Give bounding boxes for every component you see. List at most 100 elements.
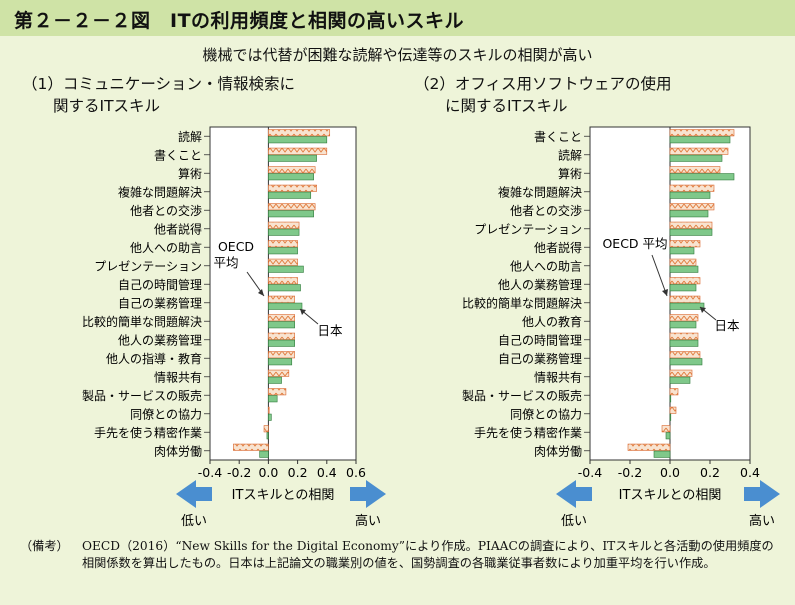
source-note: （備考） OECD（2016）“New Skills for the Digit… [20, 538, 780, 572]
p1-arrow-left-icon [176, 480, 212, 508]
p1-category-label: 比較的簡単な問題解決 [82, 314, 202, 329]
p1-category-label: 複雑な問題解決 [118, 184, 202, 199]
p2-annot-japan-arrowhead [700, 307, 706, 313]
p2-bar-japan [669, 413, 672, 421]
p1-low-label: 低い [181, 514, 207, 529]
p1-high-label: 高い [355, 513, 381, 529]
p2-bar-japan [669, 321, 697, 329]
p1-bar-oecd [268, 277, 298, 285]
p1-bar-japan [268, 154, 317, 162]
p1-bar-japan [268, 228, 300, 236]
p2-category-label: 他者との交渉 [510, 203, 582, 218]
p2-bar-japan [669, 173, 735, 181]
p1-bar-oecd [268, 295, 295, 303]
p2-annot-oecd-pointer [651, 254, 668, 297]
p2-bar-japan [669, 284, 697, 292]
p2-bar-oecd [669, 240, 701, 248]
p2-category-label: 肉体労働 [534, 444, 582, 458]
note-label: （備考） [20, 539, 69, 553]
p1-bar-japan [268, 376, 282, 384]
p1-bar-oecd [268, 240, 298, 248]
p1-category-label: 書くこと [154, 148, 202, 162]
p2-bar-japan [669, 302, 705, 310]
p2-bar-oecd [661, 425, 671, 433]
chart-subtitle: 機械では代替が困難な読解や伝達等のスキルの相関が高い [202, 46, 593, 64]
p1-category-label: 他者説得 [154, 221, 202, 236]
p1-category-label: 他者との交渉 [130, 203, 202, 218]
p1-bar-oecd [268, 332, 295, 340]
p1-bar-oecd [268, 314, 295, 322]
p1-annot-oecd-arrowhead [258, 289, 264, 296]
p1-bar-oecd [233, 443, 269, 451]
p1-bar-japan [259, 450, 269, 458]
p1-bar-oecd [268, 221, 300, 229]
p2-annot-oecd: OECD 平均 [602, 236, 667, 251]
p2-bar-oecd [669, 129, 735, 137]
p1-category-label: 他人への助言 [130, 241, 202, 255]
p1-bar-oecd [268, 147, 328, 155]
p1-annot-japan-arrowhead [300, 309, 306, 315]
panel-1-title: （1）コミュニケーション・情報検索に 関するITスキル [22, 75, 296, 115]
panel-2-title: （2）オフィス用ソフトウェアの使用 に関するITスキル [414, 75, 672, 115]
p2-x-tick-label: 0.0 [660, 465, 680, 480]
p1-category-label: 同僚との協力 [130, 406, 202, 421]
p2-bar-oecd [669, 314, 699, 322]
p2-x-axis-label: ITスキルとの相関 [619, 488, 722, 503]
p2-x-tick-label: 0.2 [700, 465, 720, 480]
p1-annot-oecd-line1: OECD [218, 239, 254, 254]
p2-bar-japan [669, 210, 709, 218]
p1-category-label: 他人の指導・教育 [106, 351, 202, 366]
p2-bar-oecd [669, 277, 701, 285]
p2-bar-japan [669, 247, 695, 255]
p2-annot-oecd-arrowhead [662, 289, 668, 296]
p1-bar-japan [268, 284, 301, 292]
p1-category-label: 自己の時間管理 [118, 277, 202, 292]
p2-bar-japan [669, 339, 699, 347]
p1-category-label: 手先を使う精密作業 [94, 425, 202, 440]
p2-bar-japan [669, 358, 703, 366]
p1-x-tick-label: 0.2 [288, 465, 308, 480]
p2-category-label: 同僚との協力 [510, 406, 582, 421]
p2-bar-japan [669, 228, 713, 236]
p2-bar-japan [669, 265, 699, 273]
p2-category-label: 他人の教育 [522, 314, 582, 329]
p2-high-label: 高い [749, 513, 775, 529]
p2-bar-oecd [669, 147, 729, 155]
title-bar: 第２－２－２図 ITの利用頻度と相関の高いスキル [0, 0, 795, 36]
p2-bar-japan [665, 432, 671, 440]
p2-category-label: 複雑な問題解決 [498, 184, 582, 199]
p1-bar-oecd [268, 388, 287, 396]
p2-bar-oecd [669, 203, 715, 211]
p1-annot-japan: 日本 [317, 323, 343, 338]
p1-plot-area [209, 126, 357, 461]
p2-category-label: 読解 [558, 147, 582, 162]
p1-x-tick-label: 0.0 [258, 465, 278, 480]
p2-x-tick-label: -0.2 [618, 465, 642, 480]
p1-x-axis-label: ITスキルとの相関 [232, 488, 335, 503]
p2-bar-oecd [669, 166, 721, 174]
p2-category-label: 比較的簡単な問題解決 [462, 295, 582, 310]
p2-category-label: 手先を使う精密作業 [474, 425, 582, 440]
p1-bar-oecd [268, 258, 298, 266]
p1-category-label: 読解 [178, 129, 202, 144]
p1-bar-japan [268, 247, 298, 255]
p1-x-tick-label: 0.4 [317, 465, 337, 480]
p1-bar-oecd [268, 406, 270, 414]
p2-low-label: 低い [561, 514, 587, 529]
p2-arrow-left-icon [556, 480, 592, 508]
p2-bar-japan [669, 154, 723, 162]
note-text: OECD（2016）“New Skills for the Digital Ec… [82, 539, 774, 570]
p1-bar-japan [268, 395, 278, 403]
p1-category-label: 算術 [178, 166, 202, 181]
p1-bar-japan [268, 136, 328, 144]
p2-bar-japan [653, 450, 671, 458]
p1-arrow-right-icon [350, 480, 386, 508]
p1-bar-japan [266, 432, 269, 440]
p1-category-label: 製品・サービスの販売 [82, 388, 202, 403]
p1-bar-oecd [268, 184, 317, 192]
p2-category-label: 自己の時間管理 [498, 332, 582, 347]
p1-bar-oecd [268, 369, 290, 377]
p2-bar-japan [669, 376, 691, 384]
p2-bar-oecd [669, 221, 713, 229]
